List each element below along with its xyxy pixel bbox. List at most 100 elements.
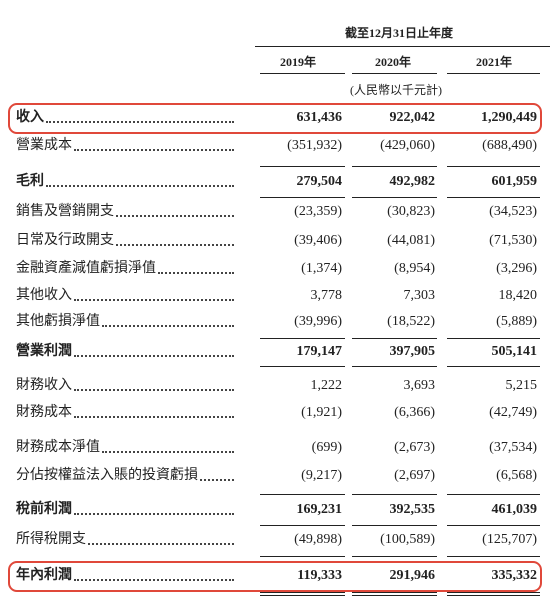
rule bbox=[260, 338, 345, 339]
unit-note: (人民幣以千元計) bbox=[350, 83, 442, 97]
dot-leader bbox=[74, 389, 234, 391]
rule bbox=[260, 73, 345, 74]
highlight-box bbox=[8, 561, 542, 592]
cell-value: (39,406) bbox=[294, 233, 342, 248]
label-text: 營業利潤 bbox=[16, 344, 72, 359]
rule bbox=[447, 197, 540, 198]
row-label: 年內利潤 bbox=[16, 567, 236, 585]
dot-leader bbox=[74, 149, 234, 151]
rule bbox=[352, 525, 437, 526]
label-text: 財務成本 bbox=[16, 405, 72, 420]
cell-value: 3,693 bbox=[403, 378, 436, 393]
double-rule bbox=[260, 592, 345, 593]
label-text: 財務收入 bbox=[16, 378, 72, 393]
rule bbox=[352, 494, 437, 495]
rule bbox=[447, 494, 540, 495]
cell-value: (2,697) bbox=[394, 468, 435, 483]
cell-value: (34,523) bbox=[489, 204, 537, 219]
dot-leader bbox=[74, 416, 234, 418]
cell-value: (49,898) bbox=[294, 532, 342, 547]
cell-value: 335,332 bbox=[491, 568, 538, 583]
row-label: 日常及行政開支 bbox=[16, 232, 236, 250]
cell-value: 601,959 bbox=[491, 174, 538, 189]
cell-value: (125,707) bbox=[482, 532, 537, 547]
cell-value: (6,568) bbox=[496, 468, 537, 483]
rule bbox=[447, 556, 540, 557]
label-text: 日常及行政開支 bbox=[16, 233, 114, 248]
rule bbox=[352, 366, 437, 367]
rule bbox=[260, 197, 345, 198]
label-text: 分佔按權益法入賬的投資虧損 bbox=[16, 468, 198, 483]
rule bbox=[260, 366, 345, 367]
cell-value: (688,490) bbox=[482, 138, 537, 153]
label-text: 所得稅開支 bbox=[16, 532, 86, 547]
dot-leader bbox=[46, 121, 234, 123]
cell-value: (1,921) bbox=[301, 405, 342, 420]
cell-value: 392,535 bbox=[389, 502, 436, 517]
row-label: 財務收入 bbox=[16, 377, 236, 395]
label-text: 毛利 bbox=[16, 174, 44, 189]
cell-value: (699) bbox=[311, 440, 342, 455]
row-label: 收入 bbox=[16, 109, 236, 127]
cell-value: (8,954) bbox=[394, 261, 435, 276]
cell-value: (351,932) bbox=[287, 138, 342, 153]
cell-value: (6,366) bbox=[394, 405, 435, 420]
cell-value: 1,222 bbox=[310, 378, 343, 393]
dot-leader bbox=[158, 272, 234, 274]
cell-value: (3,296) bbox=[496, 261, 537, 276]
dot-leader bbox=[74, 355, 234, 357]
row-label: 稅前利潤 bbox=[16, 501, 236, 519]
double-rule bbox=[260, 595, 345, 596]
rule bbox=[352, 556, 437, 557]
cell-value: (71,530) bbox=[489, 233, 537, 248]
cell-value: (23,359) bbox=[294, 204, 342, 219]
dot-leader bbox=[74, 299, 234, 301]
cell-value: (37,534) bbox=[489, 440, 537, 455]
label-text: 其他虧損淨值 bbox=[16, 314, 100, 329]
cell-value: 631,436 bbox=[296, 110, 343, 125]
cell-value: (44,081) bbox=[387, 233, 435, 248]
rule bbox=[352, 73, 437, 74]
cell-value: 7,303 bbox=[403, 288, 436, 303]
label-text: 財務成本淨值 bbox=[16, 440, 100, 455]
row-label: 營業成本 bbox=[16, 137, 236, 155]
rule bbox=[352, 166, 437, 167]
row-label: 銷售及營銷開支 bbox=[16, 203, 236, 221]
cell-value: 179,147 bbox=[296, 344, 343, 359]
row-label: 所得稅開支 bbox=[16, 531, 236, 549]
dot-leader bbox=[88, 543, 234, 545]
row-label: 金融資產減值虧損淨值 bbox=[16, 260, 236, 278]
row-label: 其他虧損淨值 bbox=[16, 313, 236, 331]
highlight-box bbox=[8, 103, 542, 134]
label-text: 銷售及營銷開支 bbox=[16, 204, 114, 219]
cell-value: 461,039 bbox=[491, 502, 538, 517]
rule bbox=[260, 494, 345, 495]
row-label: 其他收入 bbox=[16, 287, 236, 305]
row-label: 毛利 bbox=[16, 173, 236, 191]
double-rule bbox=[352, 595, 437, 596]
rule bbox=[260, 525, 345, 526]
cell-value: 279,504 bbox=[296, 174, 343, 189]
cell-value: 3,778 bbox=[310, 288, 343, 303]
period-header: 截至12月31日止年度 bbox=[345, 26, 454, 40]
cell-value: (100,589) bbox=[380, 532, 435, 547]
rule bbox=[352, 338, 437, 339]
label-text: 年內利潤 bbox=[16, 568, 72, 583]
cell-value: 5,215 bbox=[505, 378, 538, 393]
cell-value: 119,333 bbox=[297, 568, 342, 583]
cell-value: 169,231 bbox=[296, 502, 343, 517]
cell-value: 18,420 bbox=[498, 288, 538, 303]
cell-value: 505,141 bbox=[491, 344, 538, 359]
dot-leader bbox=[74, 513, 234, 515]
dot-leader bbox=[46, 185, 234, 187]
cell-value: (39,996) bbox=[294, 314, 342, 329]
rule bbox=[447, 338, 540, 339]
cell-value: 492,982 bbox=[389, 174, 436, 189]
double-rule bbox=[352, 592, 437, 593]
dot-leader bbox=[116, 215, 234, 217]
cell-value: 397,905 bbox=[389, 344, 436, 359]
cell-value: (429,060) bbox=[380, 138, 435, 153]
row-label: 財務成本淨值 bbox=[16, 439, 236, 457]
double-rule bbox=[447, 592, 540, 593]
